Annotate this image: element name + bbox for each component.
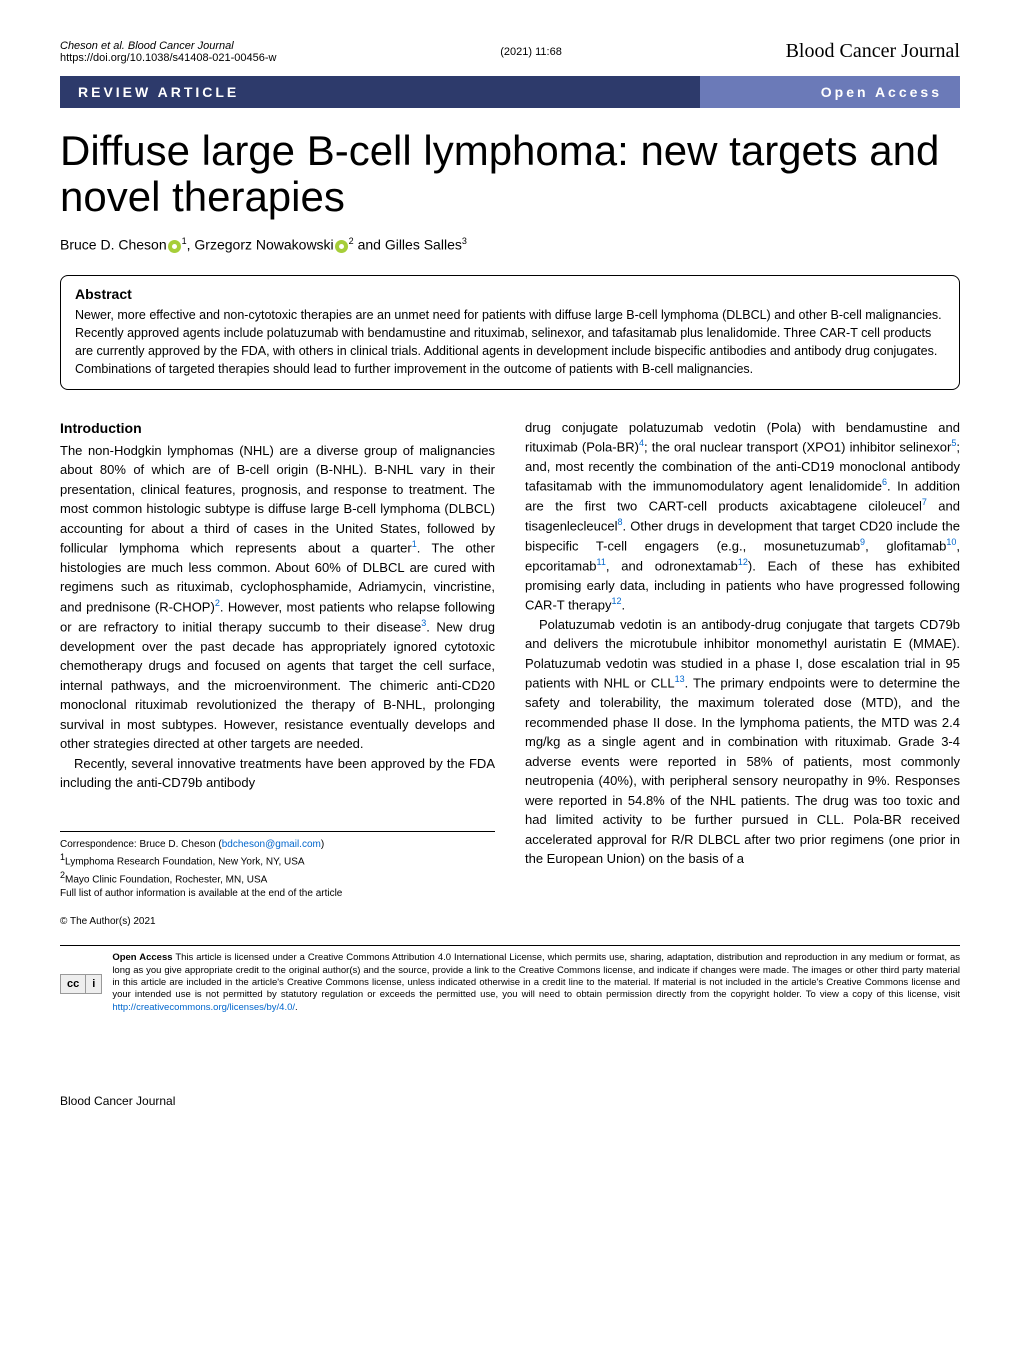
citation-ref[interactable]: 12	[611, 596, 621, 606]
orcid-icon	[168, 240, 181, 253]
citation-ref[interactable]: 1	[412, 539, 417, 549]
body-paragraph: Polatuzumab vedotin is an antibody-drug …	[525, 615, 960, 869]
running-head-left: Cheson et al. Blood Cancer Journal	[60, 40, 277, 52]
license-text: Open Access This article is licensed und…	[112, 952, 960, 1014]
abstract-box: Abstract Newer, more effective and non-c…	[60, 275, 960, 390]
citation-ref[interactable]: 13	[675, 674, 685, 684]
doi-text: https://doi.org/10.1038/s41408-021-00456…	[60, 52, 277, 64]
orcid-icon	[335, 240, 348, 253]
affiliation-1: 1Lymphoma Research Foundation, New York,…	[60, 851, 495, 869]
column-left: Introduction The non-Hodgkin lymphomas (…	[60, 418, 495, 901]
copyright-line: © The Author(s) 2021	[60, 916, 960, 927]
footer-journal: Blood Cancer Journal	[60, 1094, 175, 1108]
running-header: Cheson et al. Blood Cancer Journal https…	[60, 40, 960, 64]
citation-ref[interactable]: 5	[951, 438, 956, 448]
citation-ref[interactable]: 4	[639, 438, 644, 448]
full-author-list-note: Full list of author information is avail…	[60, 887, 495, 901]
citation-ref[interactable]: 6	[882, 477, 887, 487]
author-line: Bruce D. Cheson1, Grzegorz Nowakowski2 a…	[60, 236, 960, 253]
column-right: drug conjugate polatuzumab vedotin (Pola…	[525, 418, 960, 901]
body-paragraph: Recently, several innovative treatments …	[60, 754, 495, 793]
abstract-text: Newer, more effective and non-cytotoxic …	[75, 306, 945, 379]
year-issue: (2021) 11:68	[500, 46, 562, 58]
article-title: Diffuse large B-cell lymphoma: new targe…	[60, 128, 960, 220]
citation-ref[interactable]: 2	[215, 598, 220, 608]
banner-article-type: REVIEW ARTICLE	[60, 76, 700, 108]
citation-ref[interactable]: 8	[618, 517, 623, 527]
body-paragraph: The non-Hodgkin lymphomas (NHL) are a di…	[60, 441, 495, 754]
journal-name: Blood Cancer Journal	[786, 40, 960, 63]
body-paragraph: drug conjugate polatuzumab vedotin (Pola…	[525, 418, 960, 615]
affiliation-2: 2Mayo Clinic Foundation, Rochester, MN, …	[60, 869, 495, 887]
citation-ref[interactable]: 3	[421, 618, 426, 628]
citation-ref[interactable]: 11	[597, 557, 606, 567]
banner-open-access: Open Access	[700, 76, 960, 108]
cc-by-icon: cc i	[60, 954, 102, 1014]
license-url-link[interactable]: http://creativecommons.org/licenses/by/4…	[112, 1002, 295, 1013]
abstract-heading: Abstract	[75, 286, 945, 302]
correspondence-email-link[interactable]: bdcheson@gmail.com	[222, 839, 321, 850]
correspondence-line: Correspondence: Bruce D. Cheson (bdcheso…	[60, 838, 495, 852]
citation-ref[interactable]: 7	[922, 497, 927, 507]
introduction-heading: Introduction	[60, 418, 495, 439]
citation-ref[interactable]: 10	[946, 537, 956, 547]
citation-ref[interactable]: 9	[860, 537, 865, 547]
page-footer: Blood Cancer Journal	[60, 1094, 960, 1108]
citation-ref[interactable]: 12	[738, 557, 748, 567]
correspondence-footnotes: Correspondence: Bruce D. Cheson (bdcheso…	[60, 831, 495, 901]
license-block: cc i Open Access This article is license…	[60, 945, 960, 1014]
body-columns: Introduction The non-Hodgkin lymphomas (…	[60, 418, 960, 901]
article-type-banner: REVIEW ARTICLE Open Access	[60, 76, 960, 108]
